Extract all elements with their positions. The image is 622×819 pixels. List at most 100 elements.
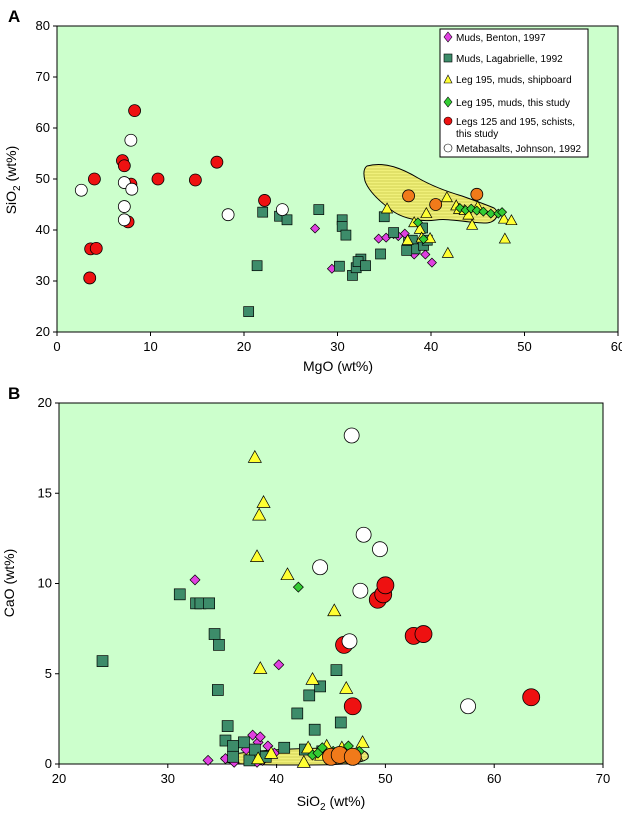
lagabrielle-point-b bbox=[173, 588, 186, 601]
shipboard-point-b bbox=[296, 754, 311, 768]
benton-point-b bbox=[202, 754, 214, 766]
y-tick-label: 40 bbox=[36, 222, 50, 237]
schist-point-a bbox=[128, 104, 142, 118]
benton-point-b bbox=[247, 729, 259, 741]
lagabrielle-point-b bbox=[330, 664, 343, 676]
lagabrielle-point-a bbox=[281, 214, 293, 226]
benton-point-b bbox=[254, 731, 266, 743]
y-tick-label: 0 bbox=[45, 756, 52, 771]
y-tick-label: 5 bbox=[45, 666, 52, 681]
legend-marker-benton bbox=[443, 31, 453, 43]
schist-point-a bbox=[83, 271, 97, 285]
y-axis-label-b-text: CaO (wt%) bbox=[1, 549, 17, 617]
legend-marker-metabasalts bbox=[443, 143, 453, 153]
benton-point-a bbox=[426, 257, 437, 268]
lagabrielle-point-b bbox=[96, 655, 109, 667]
y-axis-label-a-text: SiO2 (wt%) bbox=[3, 146, 23, 215]
schist-point-a bbox=[88, 172, 101, 186]
axis-label-part: SiO bbox=[3, 191, 19, 214]
metabasalt-point-a bbox=[221, 208, 235, 222]
lagabrielle-point-b bbox=[208, 628, 221, 640]
this-study-point-b bbox=[292, 581, 304, 593]
lagabrielle-point-a bbox=[243, 306, 255, 317]
metabasalt-point-a bbox=[275, 203, 289, 217]
shipboard-point-b bbox=[249, 549, 265, 562]
y-tick-label: 10 bbox=[38, 576, 52, 591]
metabasalt-point-a bbox=[124, 133, 138, 147]
shipboard-point-a bbox=[420, 206, 433, 218]
metabasalt-point-b bbox=[355, 526, 372, 543]
metabasalt-point-b bbox=[352, 582, 369, 599]
schist-point-b bbox=[343, 697, 362, 716]
axis-ticks-a: 0 10 20 30 40 50 60 20 30 40 50 60 70 80 bbox=[36, 18, 622, 354]
y-axis-label-a: SiO2 (wt%) bbox=[3, 146, 23, 215]
axis-label-part: (wt%) bbox=[3, 146, 19, 186]
shipboard-point-b bbox=[280, 567, 295, 581]
benton-point-a bbox=[420, 249, 431, 260]
this-study-point-a bbox=[485, 208, 496, 219]
metabasalt-point-a bbox=[117, 213, 131, 227]
x-tick-label: 60 bbox=[487, 771, 501, 786]
x-tick-label: 70 bbox=[596, 771, 610, 786]
lagabrielle-point-b bbox=[227, 750, 239, 763]
schist-point-a bbox=[188, 173, 202, 187]
shipboard-point-b bbox=[301, 740, 316, 754]
x-axis-label-b-text: SiO2 (wt%) bbox=[297, 793, 366, 813]
shipboard-point-b bbox=[339, 680, 354, 694]
this-study-point-a bbox=[412, 217, 423, 228]
x-tick-label: 30 bbox=[161, 771, 175, 786]
lagabrielle-point-b bbox=[308, 723, 321, 736]
x-tick-label: 0 bbox=[53, 339, 60, 354]
shipboard-point-b bbox=[256, 495, 271, 508]
axis-label-part: SiO bbox=[297, 793, 320, 809]
lagabrielle-point-b bbox=[248, 743, 261, 756]
schist-point-a bbox=[470, 187, 484, 201]
x-tick-label: 20 bbox=[52, 771, 66, 786]
x-tick-label: 60 bbox=[611, 339, 622, 354]
lagabrielle-point-a bbox=[313, 204, 325, 215]
chart-marks-b bbox=[96, 427, 541, 768]
schist-point-b bbox=[343, 747, 362, 766]
lagabrielle-point-b bbox=[278, 741, 291, 754]
lagabrielle-point-b bbox=[334, 716, 347, 729]
axis-ticks-b: 20 30 40 50 60 70 0 5 10 15 20 bbox=[38, 395, 611, 786]
shipboard-point-b bbox=[355, 735, 370, 748]
shipboard-point-a bbox=[497, 212, 511, 224]
schist-point-b bbox=[522, 688, 541, 707]
panel-b: B 20 30 40 50 60 70 0 5 10 15 20 SiO2 (wt%) CaO (w… bbox=[1, 384, 610, 813]
this-study-point-a bbox=[478, 206, 489, 217]
lagabrielle-point-a bbox=[334, 260, 345, 272]
panel-label-b: B bbox=[8, 384, 20, 403]
schist-point-a bbox=[89, 241, 103, 255]
shipboard-point-a bbox=[441, 246, 454, 258]
metabasalt-point-b bbox=[460, 698, 476, 715]
lagabrielle-point-b bbox=[227, 740, 239, 752]
lagabrielle-point-b bbox=[211, 684, 224, 696]
x-tick-label: 30 bbox=[330, 339, 344, 354]
metabasalt-point-a bbox=[117, 200, 131, 213]
legend: Muds, Benton, 1997 Muds, Lagabrielle, 19… bbox=[439, 28, 589, 158]
metabasalt-point-b bbox=[343, 427, 360, 444]
shipboard-point-b bbox=[305, 671, 320, 685]
chart-marks-a bbox=[74, 104, 518, 317]
shipboard-point-b bbox=[247, 449, 262, 463]
lagabrielle-point-a bbox=[401, 245, 413, 256]
legend-marker-schists bbox=[443, 116, 453, 126]
benton-point-b bbox=[273, 659, 285, 671]
shipboard-point-b bbox=[253, 661, 268, 674]
shipboard-point-b bbox=[327, 603, 342, 617]
metabasalt-point-b bbox=[312, 559, 329, 576]
metabasalt-point-b bbox=[341, 633, 358, 650]
schist-point-a bbox=[258, 194, 271, 207]
axis-label-subscript: 2 bbox=[320, 802, 326, 813]
lagabrielle-point-a bbox=[251, 260, 263, 272]
x-tick-label: 20 bbox=[237, 339, 251, 354]
axis-label-part: (wt%) bbox=[326, 793, 366, 809]
plot-area-b bbox=[58, 402, 604, 765]
legend-marker-lagabrielle bbox=[443, 53, 453, 63]
schist-point-a bbox=[117, 159, 131, 173]
shipboard-point-b bbox=[251, 751, 266, 765]
y-tick-label: 30 bbox=[36, 273, 50, 288]
shipboard-point-a bbox=[380, 202, 394, 214]
lagabrielle-point-a bbox=[360, 260, 371, 272]
